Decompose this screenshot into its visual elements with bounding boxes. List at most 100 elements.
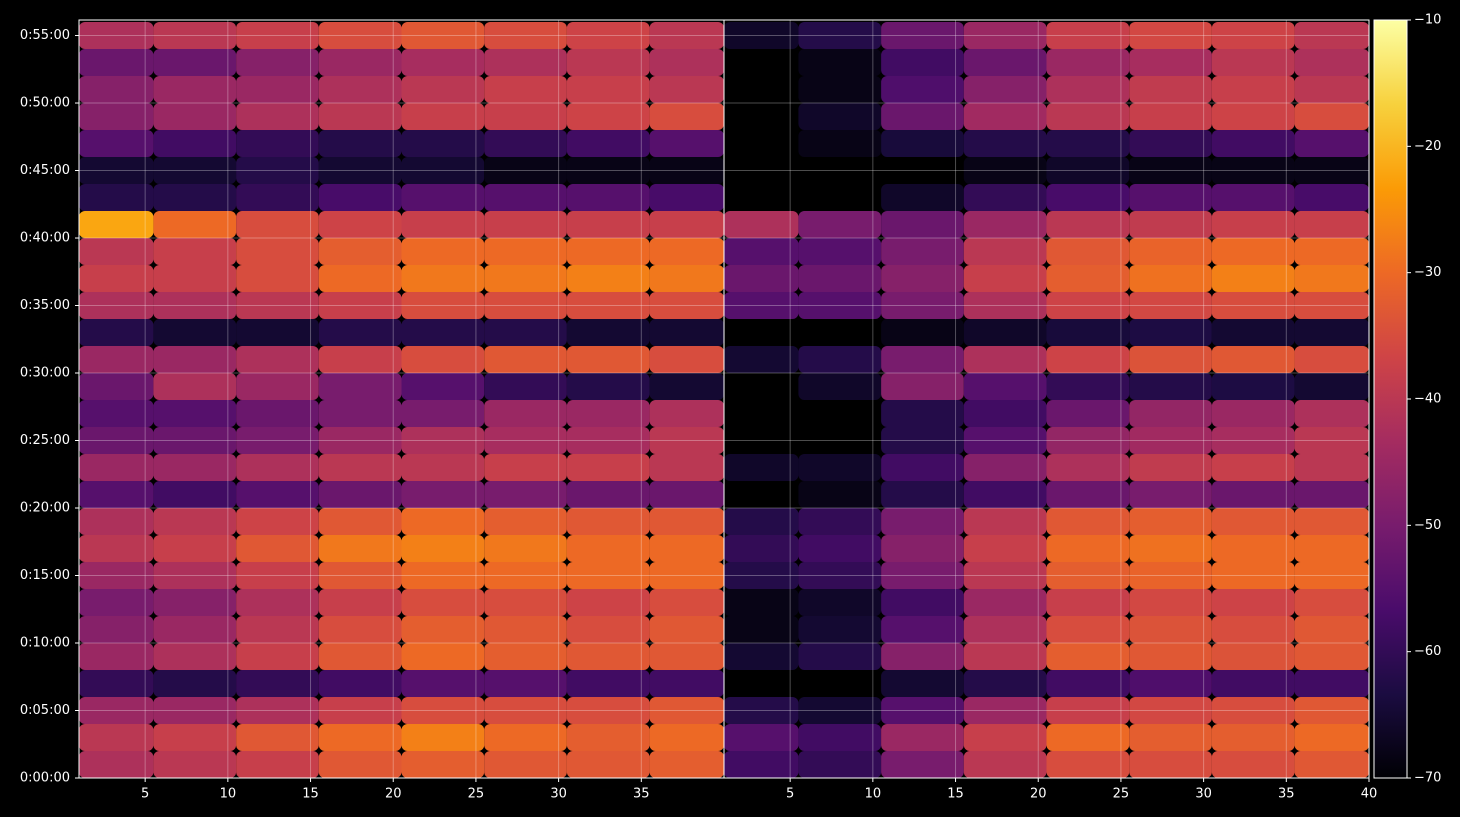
heat-cell — [1129, 535, 1212, 563]
heat-cell — [153, 346, 237, 374]
heat-cell — [1211, 184, 1295, 212]
heat-cell — [649, 22, 724, 50]
heat-cell — [484, 319, 567, 347]
heat-cell — [1294, 670, 1369, 698]
heat-cell — [798, 616, 882, 644]
heat-cell — [1211, 346, 1295, 374]
heat-cell — [1294, 265, 1369, 293]
heat-cell — [724, 697, 799, 725]
heat-cell — [1046, 238, 1130, 266]
heat-cell — [963, 373, 1047, 401]
heat-cell — [1046, 589, 1130, 617]
heat-cell — [236, 751, 319, 778]
heat-cell — [798, 751, 882, 778]
heat-cell — [318, 238, 402, 266]
x-tick-label: 35 — [1278, 787, 1295, 802]
heat-cell — [401, 562, 485, 590]
heat-cell — [236, 589, 319, 617]
heat-cell — [963, 589, 1047, 617]
y-tick-label: 0:55:00 — [20, 28, 70, 43]
heat-cell — [963, 508, 1047, 536]
heat-cell — [1129, 670, 1212, 698]
heat-cell — [153, 400, 237, 428]
heat-cell — [484, 562, 567, 590]
heat-cell — [1046, 373, 1130, 401]
heat-cell — [153, 643, 237, 671]
heat-cell — [724, 643, 799, 671]
heat-cell — [798, 238, 882, 266]
heat-cell — [1211, 589, 1295, 617]
heat-cell — [649, 292, 724, 320]
heat-cell — [236, 508, 319, 536]
heat-cell — [236, 184, 319, 212]
heat-cell — [401, 508, 485, 536]
heat-cell — [881, 724, 964, 752]
heat-cell — [1211, 562, 1295, 590]
heat-cell — [318, 508, 402, 536]
heat-cell — [881, 508, 964, 536]
heat-cell — [153, 724, 237, 752]
x-tick-label: 25 — [468, 787, 485, 802]
heat-cell — [649, 103, 724, 131]
heat-cell — [484, 103, 567, 131]
heat-cell — [318, 373, 402, 401]
heat-cell — [1046, 130, 1130, 158]
heat-cell — [566, 616, 650, 644]
heat-cell — [401, 238, 485, 266]
heat-cell — [1211, 22, 1295, 50]
heat-cell — [153, 49, 237, 77]
heat-cell — [881, 130, 964, 158]
heat-cell — [798, 130, 882, 158]
heat-cell — [1211, 400, 1295, 428]
colorbar — [1373, 19, 1408, 779]
heat-cell — [1046, 670, 1130, 698]
heat-cell — [881, 49, 964, 77]
heat-cell — [153, 184, 237, 212]
heat-cell — [649, 724, 724, 752]
heat-cell — [1129, 508, 1212, 536]
colorbar-tick-label: −10 — [1414, 13, 1441, 28]
heat-cell — [881, 373, 964, 401]
heat-cell — [1294, 508, 1369, 536]
heat-cell — [1129, 265, 1212, 293]
heat-cell — [881, 400, 964, 428]
heat-cell — [649, 427, 724, 455]
x-tick-label: 35 — [633, 787, 650, 802]
heat-cell — [724, 346, 799, 374]
heat-cell — [566, 49, 650, 77]
heat-cell — [1046, 724, 1130, 752]
heat-cell — [236, 724, 319, 752]
heat-cell — [881, 616, 964, 644]
heat-cell — [649, 562, 724, 590]
heat-cell — [963, 211, 1047, 239]
heat-cell — [963, 454, 1047, 482]
heat-cell — [484, 616, 567, 644]
heat-cell — [79, 643, 154, 671]
heat-cell — [79, 724, 154, 752]
heat-cell — [963, 22, 1047, 50]
heat-cell — [566, 184, 650, 212]
heat-cell — [1294, 535, 1369, 563]
heat-cell — [1046, 751, 1130, 778]
heat-cell — [153, 76, 237, 104]
heat-cell — [484, 238, 567, 266]
heat-cell — [1046, 481, 1130, 509]
heat-cell — [1046, 76, 1130, 104]
heat-cell — [1129, 454, 1212, 482]
heat-cell — [963, 184, 1047, 212]
heat-cell — [79, 211, 154, 239]
heat-cell — [318, 724, 402, 752]
heat-cell — [649, 184, 724, 212]
heat-cell — [724, 562, 799, 590]
heat-cell — [79, 103, 154, 131]
heat-cell — [881, 319, 964, 347]
heat-cell — [318, 589, 402, 617]
heat-cell — [798, 724, 882, 752]
heat-cell — [1046, 211, 1130, 239]
heat-cell — [153, 130, 237, 158]
heat-cell — [1211, 76, 1295, 104]
heat-cell — [963, 481, 1047, 509]
heat-cell — [1211, 211, 1295, 239]
heat-cell — [1129, 616, 1212, 644]
heat-cell — [484, 751, 567, 778]
